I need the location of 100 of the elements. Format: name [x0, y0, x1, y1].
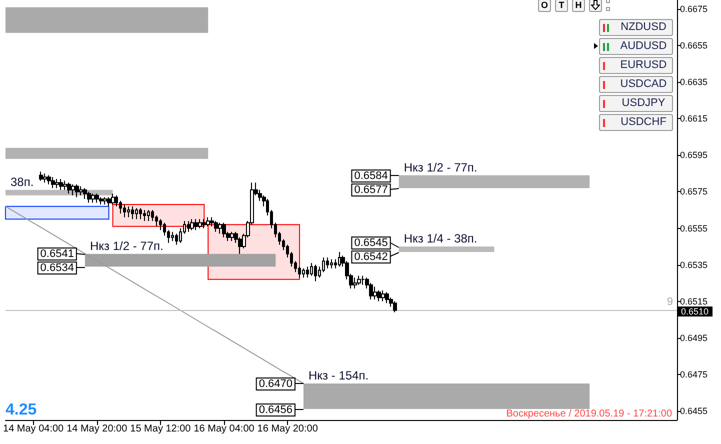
candlestick [143, 210, 146, 222]
candlestick [222, 222, 226, 238]
candlestick [194, 218, 198, 231]
candlestick [71, 184, 75, 196]
candlestick [103, 196, 107, 206]
candlestick [326, 256, 329, 269]
candlestick [302, 268, 305, 278]
candlestick [139, 208, 142, 220]
candlestick [187, 220, 190, 232]
y-tick-label: 0.6675 [680, 4, 708, 14]
annotation: Воскресенье / 2019.05.19 - 17:21:00 [506, 408, 672, 420]
candlestick [75, 184, 79, 198]
candlestick [123, 204, 126, 218]
candlestick [127, 206, 130, 218]
candlestick [218, 222, 222, 234]
annotation: Нкз 1/2 - 77п. [90, 238, 164, 253]
candlestick [377, 290, 381, 302]
candlestick [361, 275, 365, 286]
candlestick [43, 172, 47, 184]
x-tick-label: 15 May 12:00 [130, 424, 192, 434]
annotation: H [575, 0, 582, 10]
annotation: NZDUSD [620, 20, 668, 35]
candlestick [171, 231, 174, 242]
y-tick-label: 0.6475 [680, 369, 708, 380]
y-tick-label: 0.6635 [680, 77, 708, 88]
candlestick [190, 218, 194, 231]
candlestick [353, 277, 357, 290]
x-tick-label: 14 May 20:00 [66, 424, 128, 434]
candlestick [55, 178, 59, 189]
candlestick [393, 300, 397, 313]
button: AUDUSD [599, 38, 673, 55]
candlestick [230, 231, 234, 242]
y-tick-label: 0.6555 [680, 223, 708, 234]
candlestick [79, 186, 83, 196]
annotation: USDCAD [619, 77, 668, 92]
button: USDCAD [599, 76, 673, 93]
annotation: 0.6545 [354, 237, 388, 249]
candlestick [95, 193, 99, 204]
annotation: 0.6456 [258, 404, 292, 416]
candlestick [91, 193, 95, 204]
candlestick [107, 196, 111, 207]
button: USDJPY [599, 95, 673, 112]
annotation: 0.6577 [354, 184, 388, 196]
x-tick-label: 14 May 04:00 [2, 424, 64, 434]
annotation: 0.6470 [258, 378, 292, 390]
candlestick [67, 182, 71, 194]
candlestick [99, 196, 103, 206]
candlestick [63, 180, 67, 190]
candlestick [330, 258, 333, 269]
candlestick [385, 292, 389, 304]
candlestick [47, 174, 51, 185]
y-tick-label: 0.6655 [680, 40, 708, 51]
y-tick-label: 0.6575 [680, 186, 708, 197]
annotation: 9 [666, 296, 673, 308]
annotation: O [540, 0, 548, 10]
candlestick [314, 264, 317, 282]
candlestick [135, 208, 138, 220]
y-tick-label: 0.6595 [680, 150, 708, 160]
annotation: 0.6542 [354, 251, 388, 263]
annotation: USDCHF [620, 115, 668, 130]
candlestick [373, 286, 377, 300]
candlestick [147, 210, 150, 222]
annotation: 0.6541 [40, 248, 74, 260]
candlestick [131, 206, 134, 220]
candlestick [338, 252, 341, 268]
y-tick-label: 0.6615 [680, 114, 708, 124]
button: T [555, 0, 568, 12]
candlestick [83, 188, 87, 200]
y-tick-label: 0.6515 [680, 296, 708, 306]
candlestick [51, 176, 55, 189]
x-tick-label: 16 May 04:00 [194, 424, 255, 434]
candlestick [206, 216, 210, 227]
button: USDCHF [599, 114, 673, 131]
y-tick-label: 0.6495 [680, 332, 708, 343]
annotation: USDJPY [620, 96, 666, 111]
annotation: Нкз 1/2 - 77п. [404, 160, 478, 174]
candlestick [202, 218, 206, 229]
y-tick-label: 0.6535 [680, 260, 708, 270]
candlestick [59, 178, 63, 190]
annotation: AUDUSD [619, 39, 668, 54]
candlestick [87, 191, 91, 204]
annotation: 38п. [10, 174, 34, 189]
annotation: 0.6534 [40, 262, 74, 274]
x-tick-label: 16 May 20:00 [257, 424, 318, 434]
annotation: Нкз 1/4 - 38п. [404, 232, 478, 246]
candlestick [198, 218, 202, 229]
candlestick [214, 220, 218, 232]
button: H [572, 0, 585, 12]
candlestick [111, 193, 115, 206]
annotation: T [558, 0, 564, 10]
annotation: EURUSD [619, 58, 668, 73]
y-tick-label: 0.6455 [680, 406, 708, 416]
candlestick [381, 290, 385, 302]
annotation: 0.6584 [354, 170, 388, 182]
candlestick [357, 275, 361, 286]
annotation: Нкз - 154п. [308, 368, 369, 382]
button: EURUSD [599, 57, 673, 74]
ref-line-label: 0.6510 [681, 306, 709, 316]
candlestick [306, 266, 309, 278]
button: O [538, 0, 551, 12]
